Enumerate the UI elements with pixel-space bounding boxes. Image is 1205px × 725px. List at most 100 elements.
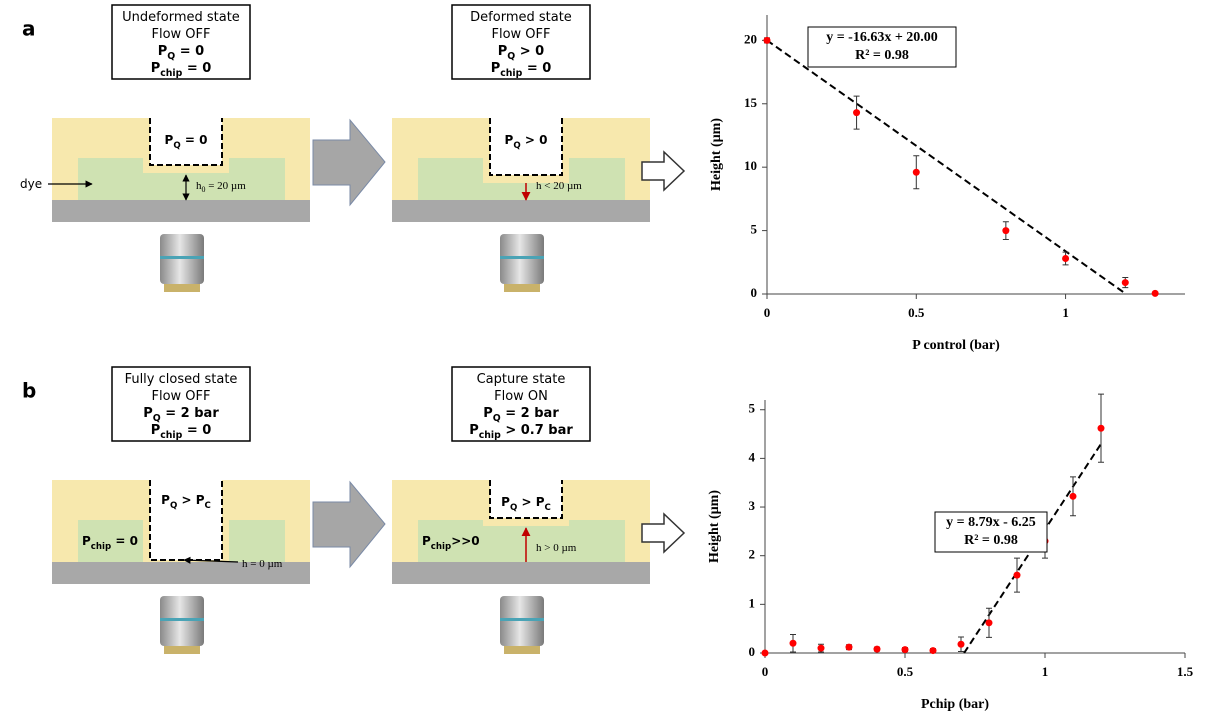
box-line-part: = 0: [182, 423, 211, 438]
x-tick-label: 1: [1042, 664, 1049, 679]
box-line-part: > 0: [515, 44, 544, 59]
channel-dye: [418, 520, 625, 562]
channel-label-part: chip: [91, 542, 111, 552]
box-line-part: P: [158, 44, 168, 59]
objective-tip: [504, 646, 540, 654]
chip-diagram: [52, 480, 310, 654]
box-line-part: Deformed state: [470, 10, 572, 25]
glass: [52, 200, 310, 222]
objective-tip: [164, 646, 200, 654]
chip-diagram: [392, 480, 650, 654]
fit-label-box: [934, 511, 1048, 553]
data-point: [1121, 279, 1129, 287]
box-line: Pchip = 0: [491, 61, 552, 80]
x-axis-label: Pchip (bar): [921, 697, 989, 712]
data-point: [763, 36, 771, 44]
objective-ring: [500, 618, 544, 621]
channel-label: Pchip>>0: [422, 534, 480, 552]
state-box: [111, 4, 251, 80]
cavity-label: PQ > 0: [505, 133, 548, 151]
box-line-part: Undeformed state: [122, 10, 240, 25]
objective-tip: [504, 284, 540, 292]
gap-arrow: [183, 556, 239, 564]
box-line-part: P: [469, 423, 479, 438]
objective-ring: [160, 618, 204, 621]
cavity-label-part: = 0: [181, 133, 208, 147]
channel-label-part: = 0: [111, 534, 138, 548]
box-line-part: = 2 bar: [161, 406, 220, 421]
control-cavity: [490, 480, 562, 518]
x-axis-label: P control (bar): [912, 338, 1000, 353]
box-line-part: P: [151, 61, 161, 76]
x-tick-label: 0.5: [908, 305, 925, 320]
control-cavity: [150, 480, 222, 560]
gap-label-part: h = 0 µm: [242, 558, 283, 570]
cavity-label: PQ > PC: [501, 495, 551, 513]
box-line: Undeformed state: [122, 10, 240, 25]
box-line-part: chip: [479, 430, 501, 441]
box-line-part: P: [498, 44, 508, 59]
x-tick-label: 1.5: [1177, 664, 1194, 679]
cavity-label: PQ = 0: [165, 133, 208, 151]
gap-label-part: 0: [202, 185, 206, 194]
cavity-label-part: P: [501, 495, 510, 509]
box-line: Flow OFF: [492, 27, 551, 42]
box-line: Deformed state: [470, 10, 572, 25]
data-point: [1097, 424, 1105, 432]
cavity-label-part: > P: [177, 493, 204, 507]
state-box: [111, 366, 251, 442]
data-point: [789, 639, 797, 647]
channel-dye: [78, 520, 143, 562]
data-point: [901, 646, 909, 654]
cavity-label-part: Q: [510, 503, 517, 513]
objective-tip: [164, 284, 200, 292]
box-line-part: > 0.7 bar: [501, 423, 574, 438]
data-point: [985, 619, 993, 627]
cavity-label-part: C: [205, 501, 211, 511]
box-line: PQ = 2 bar: [483, 406, 559, 425]
data-point: [817, 644, 825, 652]
fit-label: y = -16.63x + 20.00: [826, 30, 938, 45]
box-line-part: P: [151, 423, 161, 438]
y-tick-label: 4: [749, 449, 756, 464]
fit-label: R² = 0.98: [855, 48, 909, 63]
dye-label-part: dye: [20, 177, 42, 191]
glass: [52, 562, 310, 584]
box-line: Fully closed state: [125, 372, 238, 387]
cavity-label-part: Q: [513, 141, 520, 151]
box-line-part: P: [491, 61, 501, 76]
y-tick-label: 0: [749, 644, 756, 659]
y-tick-label: 0: [751, 285, 758, 300]
data-point: [1151, 289, 1159, 297]
gap-label: h = 0 µm: [242, 558, 283, 570]
glass: [392, 562, 650, 584]
panel-label: a: [22, 17, 36, 41]
channel-dye: [229, 520, 285, 562]
box-line-part: Capture state: [477, 372, 566, 387]
cavity-label-part: P: [161, 493, 170, 507]
y-tick-label: 5: [751, 222, 758, 237]
data-point: [845, 643, 853, 651]
box-line-part: Q: [493, 413, 501, 424]
box-line-part: chip: [160, 68, 182, 79]
fit-label-box: [807, 26, 957, 68]
process-arrow: [312, 480, 386, 569]
box-line-part: P: [143, 406, 153, 421]
dye-label: dye: [20, 177, 42, 191]
gap-label: h > 0 µm: [536, 542, 577, 554]
fit-line: [766, 39, 1127, 295]
data-point: [912, 168, 920, 176]
data-point: [1069, 492, 1077, 500]
y-tick-label: 10: [744, 158, 757, 173]
box-line-part: Q: [153, 413, 161, 424]
box-line-part: Q: [167, 51, 175, 62]
x-tick-label: 1: [1062, 305, 1069, 320]
cavity-label-part: > P: [517, 495, 544, 509]
y-tick-label: 2: [749, 547, 756, 562]
box-line-part: chip: [160, 430, 182, 441]
fit-label: R² = 0.98: [964, 533, 1018, 548]
box-line: Flow ON: [494, 389, 548, 404]
box-line-part: P: [483, 406, 493, 421]
y-tick-label: 20: [744, 31, 757, 46]
